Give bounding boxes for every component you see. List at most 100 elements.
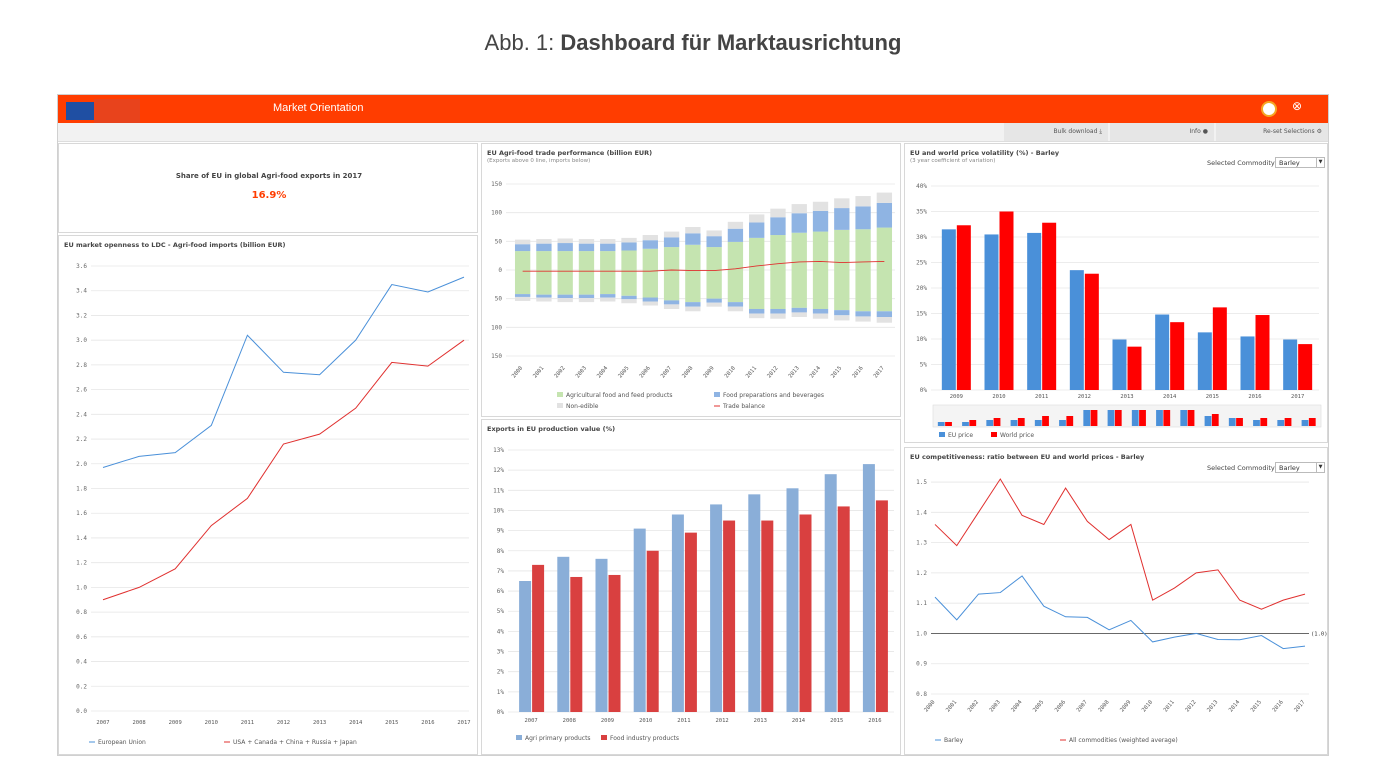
trade-import-bar — [791, 312, 807, 318]
volatility-mini-bar — [993, 418, 1001, 426]
ldc-y-tick-label: 0.2 — [76, 683, 87, 690]
volatility-mini-bar — [1156, 410, 1163, 426]
trade-x-tick-label: 2014 — [809, 365, 823, 380]
competitiveness-x-tick-label: 2002 — [967, 699, 980, 713]
volatility-mini-bar — [945, 422, 952, 426]
volatility-y-tick-label: 30% — [916, 234, 927, 241]
volatility-commodity-select[interactable]: Barley ▼ — [1275, 157, 1325, 168]
trade-import-bar — [876, 311, 893, 318]
production-bar — [862, 464, 875, 712]
volatility-bar — [1042, 222, 1057, 390]
trade-export-bar — [514, 251, 531, 270]
ldc-y-tick-label: 3.2 — [76, 312, 87, 319]
production-bar — [824, 474, 837, 712]
trade-x-tick-label: 2006 — [639, 365, 652, 379]
volatility-mini-bar — [1187, 410, 1195, 426]
production-legend-label: Food industry products — [610, 735, 679, 742]
trade-export-bar — [876, 227, 893, 270]
trade-import-bar — [749, 270, 765, 309]
production-bar — [710, 504, 723, 712]
compass-icon[interactable] — [1261, 101, 1277, 117]
competitiveness-x-tick-label: 2010 — [1141, 699, 1154, 713]
ldc-y-tick-label: 2.6 — [76, 387, 87, 394]
ldc-y-tick-label: 2.8 — [76, 362, 87, 369]
trade-export-bar — [791, 204, 807, 214]
trade-export-bar — [578, 251, 595, 270]
ldc-x-tick-label: 2008 — [132, 720, 145, 726]
trade-y-tick-label: 150 — [491, 181, 502, 188]
competitiveness-select-label: Selected Commodity: — [1207, 464, 1277, 472]
close-icon[interactable]: ⊗ — [1292, 99, 1303, 113]
trade-x-tick-label: 2017 — [873, 365, 886, 379]
trade-panel: EU Agri-food trade performance (billion … — [481, 143, 901, 417]
trade-export-bar — [557, 238, 573, 244]
trade-x-tick-label: 2010 — [724, 365, 737, 379]
trade-import-bar — [706, 298, 722, 303]
trade-x-tick-label: 2011 — [745, 365, 758, 379]
production-y-tick-label: 1% — [497, 689, 505, 696]
volatility-bar — [1298, 344, 1313, 390]
trade-export-bar — [536, 251, 552, 270]
competitiveness-commodity-select[interactable]: Barley ▼ — [1275, 462, 1325, 473]
ldc-y-tick-label: 2.2 — [76, 436, 87, 443]
production-legend-swatch — [516, 735, 522, 740]
trade-import-bar — [514, 270, 531, 295]
production-bar — [570, 576, 583, 712]
trade-import-bar — [557, 294, 573, 299]
trade-export-bar — [834, 208, 850, 230]
volatility-bar — [1027, 232, 1042, 390]
info-button[interactable]: Info ● — [1110, 123, 1214, 141]
ldc-x-tick-label: 2013 — [313, 720, 326, 726]
trade-export-bar — [876, 192, 893, 203]
dashboard-window: Market Orientation ⊗ Bulk download ⤓ Inf… — [57, 94, 1329, 756]
trade-export-bar — [770, 217, 786, 236]
competitiveness-y-tick-label: 0.8 — [916, 691, 927, 698]
figure-caption: Abb. 1: Dashboard für Marktausrichtung — [484, 30, 902, 55]
volatility-x-tick-label: 2014 — [1163, 394, 1177, 400]
volatility-mini-bar — [1236, 418, 1243, 426]
ldc-series-line — [102, 276, 465, 468]
volatility-title: EU and world price volatility (%) - Barl… — [910, 149, 1060, 157]
ldc-y-tick-label: 3.6 — [76, 263, 87, 270]
trade-title: EU Agri-food trade performance (billion … — [487, 149, 653, 157]
trade-import-bar — [791, 307, 807, 313]
production-y-tick-label: 13% — [493, 447, 504, 454]
trade-import-bar — [749, 313, 765, 319]
gear-icon: ⚙ — [1316, 128, 1322, 135]
volatility-mini-bar — [1284, 418, 1292, 426]
volatility-mini-bar — [937, 422, 945, 426]
ldc-panel: EU market openness to LDC - Agri-food im… — [58, 235, 478, 755]
trade-export-bar — [642, 248, 658, 270]
volatility-mini-bar — [1034, 420, 1042, 426]
trade-export-bar — [812, 210, 829, 232]
trade-export-bar — [834, 229, 850, 270]
ldc-legend-label: European Union — [98, 739, 146, 746]
production-bar — [532, 564, 545, 712]
competitiveness-x-tick-label: 2003 — [989, 699, 1002, 713]
trade-import-bar — [855, 270, 871, 312]
bulk-download-button[interactable]: Bulk download ⤓ — [1004, 123, 1108, 141]
trade-export-bar — [642, 235, 658, 241]
trade-y-tick-label: 150 — [491, 353, 502, 360]
trade-legend-label: Food preparations and beverages — [723, 392, 824, 399]
trade-y-tick-label: 100 — [491, 324, 502, 331]
volatility-legend-label: World price — [1000, 432, 1034, 439]
trade-import-bar — [706, 270, 722, 299]
trade-export-bar — [685, 227, 701, 234]
reset-selections-button[interactable]: Re-set Selections ⚙ — [1216, 123, 1328, 141]
trade-export-bar — [663, 247, 680, 270]
ldc-x-tick-label: 2015 — [385, 720, 398, 726]
trade-import-bar — [536, 294, 552, 298]
trade-import-bar — [514, 296, 531, 301]
production-bar — [633, 528, 646, 712]
ldc-y-tick-label: 3.4 — [76, 288, 87, 295]
trade-export-bar — [749, 237, 765, 270]
trade-y-tick-label: 0 — [498, 267, 502, 274]
volatility-x-tick-label: 2015 — [1206, 394, 1219, 400]
trade-import-bar — [855, 316, 871, 322]
trade-import-bar — [770, 270, 786, 309]
volatility-mini-bar — [969, 420, 977, 426]
volatility-x-tick-label: 2010 — [992, 394, 1005, 400]
production-y-tick-label: 9% — [497, 528, 505, 535]
volatility-y-tick-label: 0% — [920, 387, 928, 394]
